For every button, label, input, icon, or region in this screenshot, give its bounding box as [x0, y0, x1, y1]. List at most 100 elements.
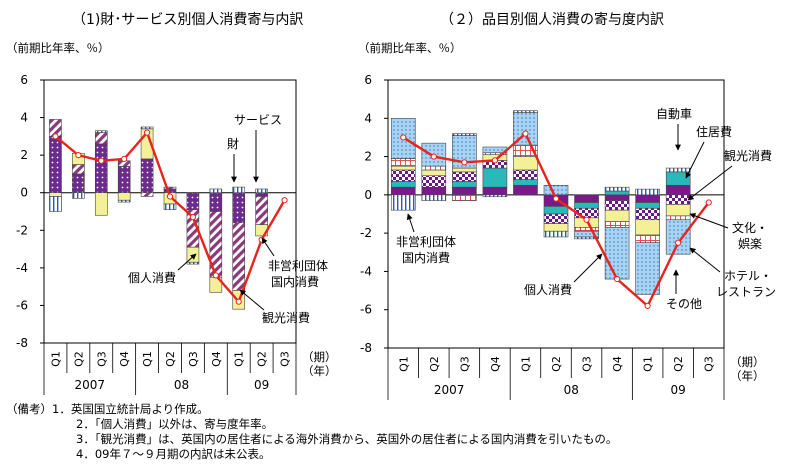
- bar-segment: [604, 209, 630, 222]
- x-tick-label: Q3: [187, 351, 200, 367]
- notes-lead: （備考）: [6, 402, 52, 416]
- bar-segment: [635, 202, 660, 209]
- x-tick-label: Q3: [703, 356, 716, 372]
- label-nonprofit-left-2: 国内消費: [271, 274, 319, 289]
- y-tick-label: 6: [20, 73, 28, 87]
- chart-2-ylabel: （前期比年率、％）: [358, 41, 462, 55]
- consumption-point: [189, 214, 197, 221]
- bar-segment: [665, 194, 691, 205]
- label-tourism-left: 観光消費: [262, 310, 310, 325]
- chart-2-annotations: 自動車 住居費 観光消費 文化・ 娯楽 ホテル・ レストラン その他 個人消費 …: [396, 107, 776, 311]
- bar-segment: [140, 158, 154, 194]
- bar-segment: [604, 200, 630, 211]
- bar-segment: [635, 188, 660, 196]
- consumption-point: [98, 157, 105, 164]
- x-tick-label: Q2: [672, 356, 685, 372]
- x-tick-label: Q2: [256, 351, 269, 367]
- bar-segment: [390, 194, 416, 211]
- arrow-nonprofit-right: [406, 213, 415, 233]
- bar-segment: [513, 179, 538, 186]
- bar-segment: [452, 186, 477, 196]
- label-nonprofit-right-2: 国内消費: [402, 250, 450, 265]
- x-tick-label: Q2: [72, 351, 85, 367]
- bar-segment: [421, 175, 447, 188]
- consumption-point: [705, 199, 712, 206]
- bar-segment: [452, 181, 477, 188]
- label-nonprofit-right-1: 非営利団体: [396, 235, 456, 249]
- year-unit: （年）: [302, 364, 337, 378]
- y-tick-label: -6: [16, 298, 28, 312]
- bar-segment: [513, 184, 538, 196]
- y-tick-label: 2: [364, 150, 372, 164]
- y-tick-label: -4: [16, 261, 28, 275]
- x-tick-label: Q3: [581, 356, 594, 372]
- label-culture-2: 娯楽: [738, 237, 762, 251]
- period-unit: （期）: [730, 355, 765, 369]
- label-goods: 財: [227, 136, 239, 151]
- consumption-point: [461, 159, 468, 166]
- consumption-point: [281, 197, 288, 204]
- bar-segment: [94, 130, 108, 133]
- bar-segment: [574, 236, 599, 240]
- bar-segment: [390, 165, 416, 171]
- consumption-point: [121, 155, 128, 162]
- bar-segment: [49, 136, 62, 194]
- bar-segment: [665, 215, 691, 221]
- bar-segment: [72, 173, 85, 194]
- bar-segment: [665, 171, 691, 186]
- x-tick-label: Q4: [210, 351, 223, 367]
- bar-segment: [232, 186, 246, 194]
- y-tick-label: 2: [20, 148, 28, 162]
- x-tick-label: Q4: [489, 356, 502, 372]
- note-1: （備考）1．英国国立統計局より作成。: [6, 402, 617, 417]
- bar-segment: [421, 194, 447, 201]
- consumption-point: [212, 272, 219, 279]
- bar-segment: [604, 186, 630, 192]
- consumption-point: [552, 195, 560, 202]
- consumption-point: [400, 134, 407, 141]
- label-other: その他: [666, 297, 702, 311]
- label-hotel-1: ホテル・: [724, 269, 772, 283]
- bar-segment: [421, 165, 447, 171]
- bar-segment: [186, 192, 200, 210]
- y-tick-label: 0: [364, 188, 372, 202]
- bar-segment: [209, 188, 223, 194]
- bar-segment: [255, 192, 268, 197]
- bar-segment: [635, 242, 660, 295]
- year-unit: （年）: [730, 369, 765, 383]
- label-culture-1: 文化・: [732, 220, 768, 235]
- label-housing: 住居費: [696, 124, 732, 139]
- bar-segment: [635, 194, 660, 203]
- bar-segment: [140, 192, 154, 197]
- bar-segment: [513, 110, 538, 113]
- bar-segment: [163, 186, 177, 190]
- x-tick-label: Q1: [397, 356, 410, 372]
- consumption-point: [235, 298, 242, 305]
- x-tick-label: Q2: [550, 356, 563, 372]
- bar-segment: [421, 169, 447, 177]
- bar-segment: [543, 223, 569, 232]
- consumption-point: [522, 130, 529, 137]
- chart-2-title: （２）品目別個人消費の寄与度内訳: [440, 11, 664, 28]
- chart-1-annotations: サービス 財 個人消費 非営利団体 国内消費 観光消費: [128, 113, 328, 325]
- chart-1-title: （1)財･サービス別個人消費寄与内訳: [72, 11, 303, 28]
- x-tick-label: Q1: [642, 356, 655, 372]
- bar-segment: [232, 222, 246, 291]
- bar-segment: [186, 261, 200, 265]
- bar-segment: [117, 192, 131, 201]
- year-label: 09: [671, 383, 686, 397]
- bar-segment: [209, 192, 223, 212]
- x-tick-label: Q4: [611, 356, 624, 372]
- bar-segment: [604, 221, 630, 228]
- bar-segment: [574, 194, 599, 203]
- x-tick-label: Q1: [141, 351, 154, 367]
- bar-segment: [452, 171, 477, 182]
- bar-segment: [452, 194, 477, 201]
- bar-segment: [635, 207, 660, 221]
- arrow-consumption-left: [177, 253, 197, 271]
- chart-2-plot: 6 4 2 0 -2 -4 -6 -8 Q1 Q2 Q3 Q4 Q1 Q2 Q3 Q4 Q1 Q2 Q3 2007 08…: [360, 73, 765, 400]
- y-tick-label: 6: [364, 73, 372, 87]
- period-unit: （期）: [302, 350, 337, 364]
- bar-segment: [72, 192, 85, 199]
- consumption-point: [166, 193, 174, 200]
